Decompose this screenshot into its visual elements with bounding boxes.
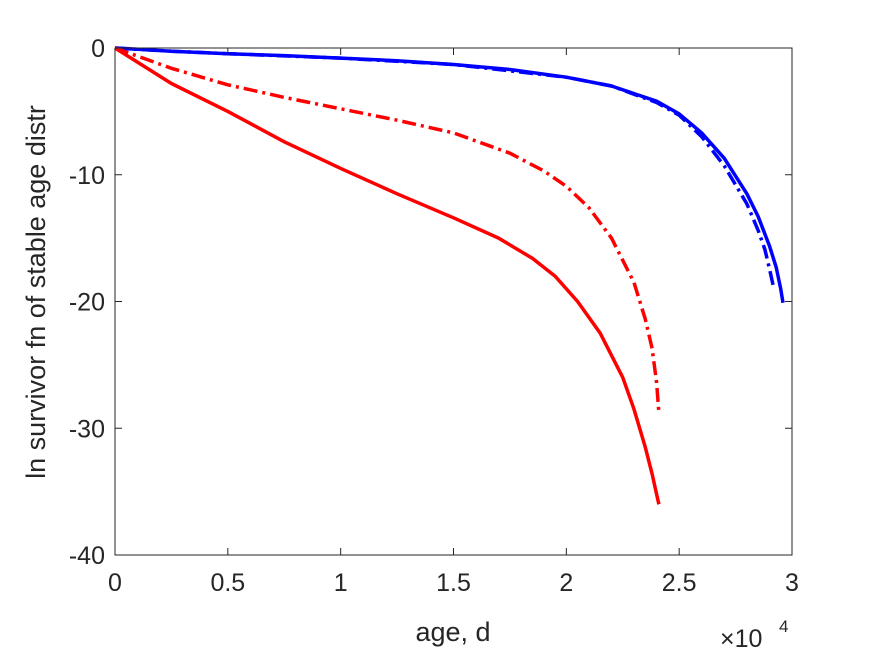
x-tick-label: 0 bbox=[108, 569, 122, 597]
y-tick-label: -40 bbox=[69, 542, 105, 570]
y-tick-label: -20 bbox=[69, 289, 105, 317]
series-line-3 bbox=[114, 46, 661, 505]
x-axis: 0 0.5 1 1.5 2 2.5 3 bbox=[108, 48, 799, 597]
y-axis: 0 -10 -20 -30 -40 bbox=[69, 35, 792, 570]
series-line-2 bbox=[114, 46, 776, 290]
x-tick-label: 3 bbox=[785, 569, 799, 597]
x-axis-multiplier: ×10 4 bbox=[720, 617, 788, 653]
y-axis-label: ln survivor fn of stable age distr bbox=[21, 105, 51, 479]
y-tick-label: -10 bbox=[69, 162, 105, 190]
x-tick-label: 0.5 bbox=[210, 569, 245, 597]
plot-lines bbox=[114, 46, 785, 505]
x-multiplier-base: ×10 bbox=[720, 625, 762, 653]
x-tick-label: 2.5 bbox=[662, 569, 697, 597]
x-axis-label: age, d bbox=[415, 617, 490, 647]
x-multiplier-exponent: 4 bbox=[779, 617, 788, 636]
series-line-4 bbox=[114, 46, 661, 414]
y-tick-label: 0 bbox=[91, 35, 105, 63]
x-tick-label: 1 bbox=[334, 569, 348, 597]
x-tick-label: 2 bbox=[559, 569, 573, 597]
y-tick-label: -30 bbox=[69, 415, 105, 443]
x-tick-label: 1.5 bbox=[436, 569, 471, 597]
